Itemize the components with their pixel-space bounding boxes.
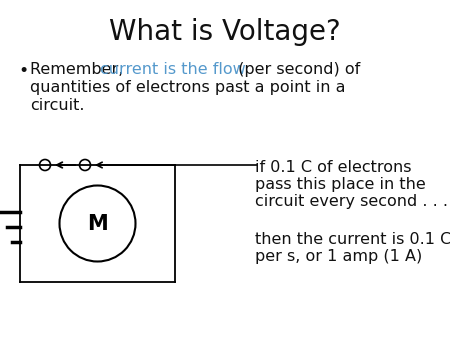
Text: circuit.: circuit. — [30, 98, 85, 113]
Text: M: M — [87, 214, 108, 234]
Text: What is Voltage?: What is Voltage? — [109, 18, 341, 46]
Text: then the current is 0.1 C: then the current is 0.1 C — [255, 232, 450, 247]
Text: if 0.1 C of electrons: if 0.1 C of electrons — [255, 160, 411, 175]
Text: pass this place in the: pass this place in the — [255, 177, 426, 192]
Text: •: • — [18, 62, 28, 80]
Text: (per second) of: (per second) of — [233, 62, 360, 77]
Text: quantities of electrons past a point in a: quantities of electrons past a point in … — [30, 80, 346, 95]
Text: per s, or 1 amp (1 A): per s, or 1 amp (1 A) — [255, 249, 422, 264]
Text: Remember,: Remember, — [30, 62, 129, 77]
Text: circuit every second . . .: circuit every second . . . — [255, 194, 448, 209]
Text: current is the flow: current is the flow — [100, 62, 246, 77]
